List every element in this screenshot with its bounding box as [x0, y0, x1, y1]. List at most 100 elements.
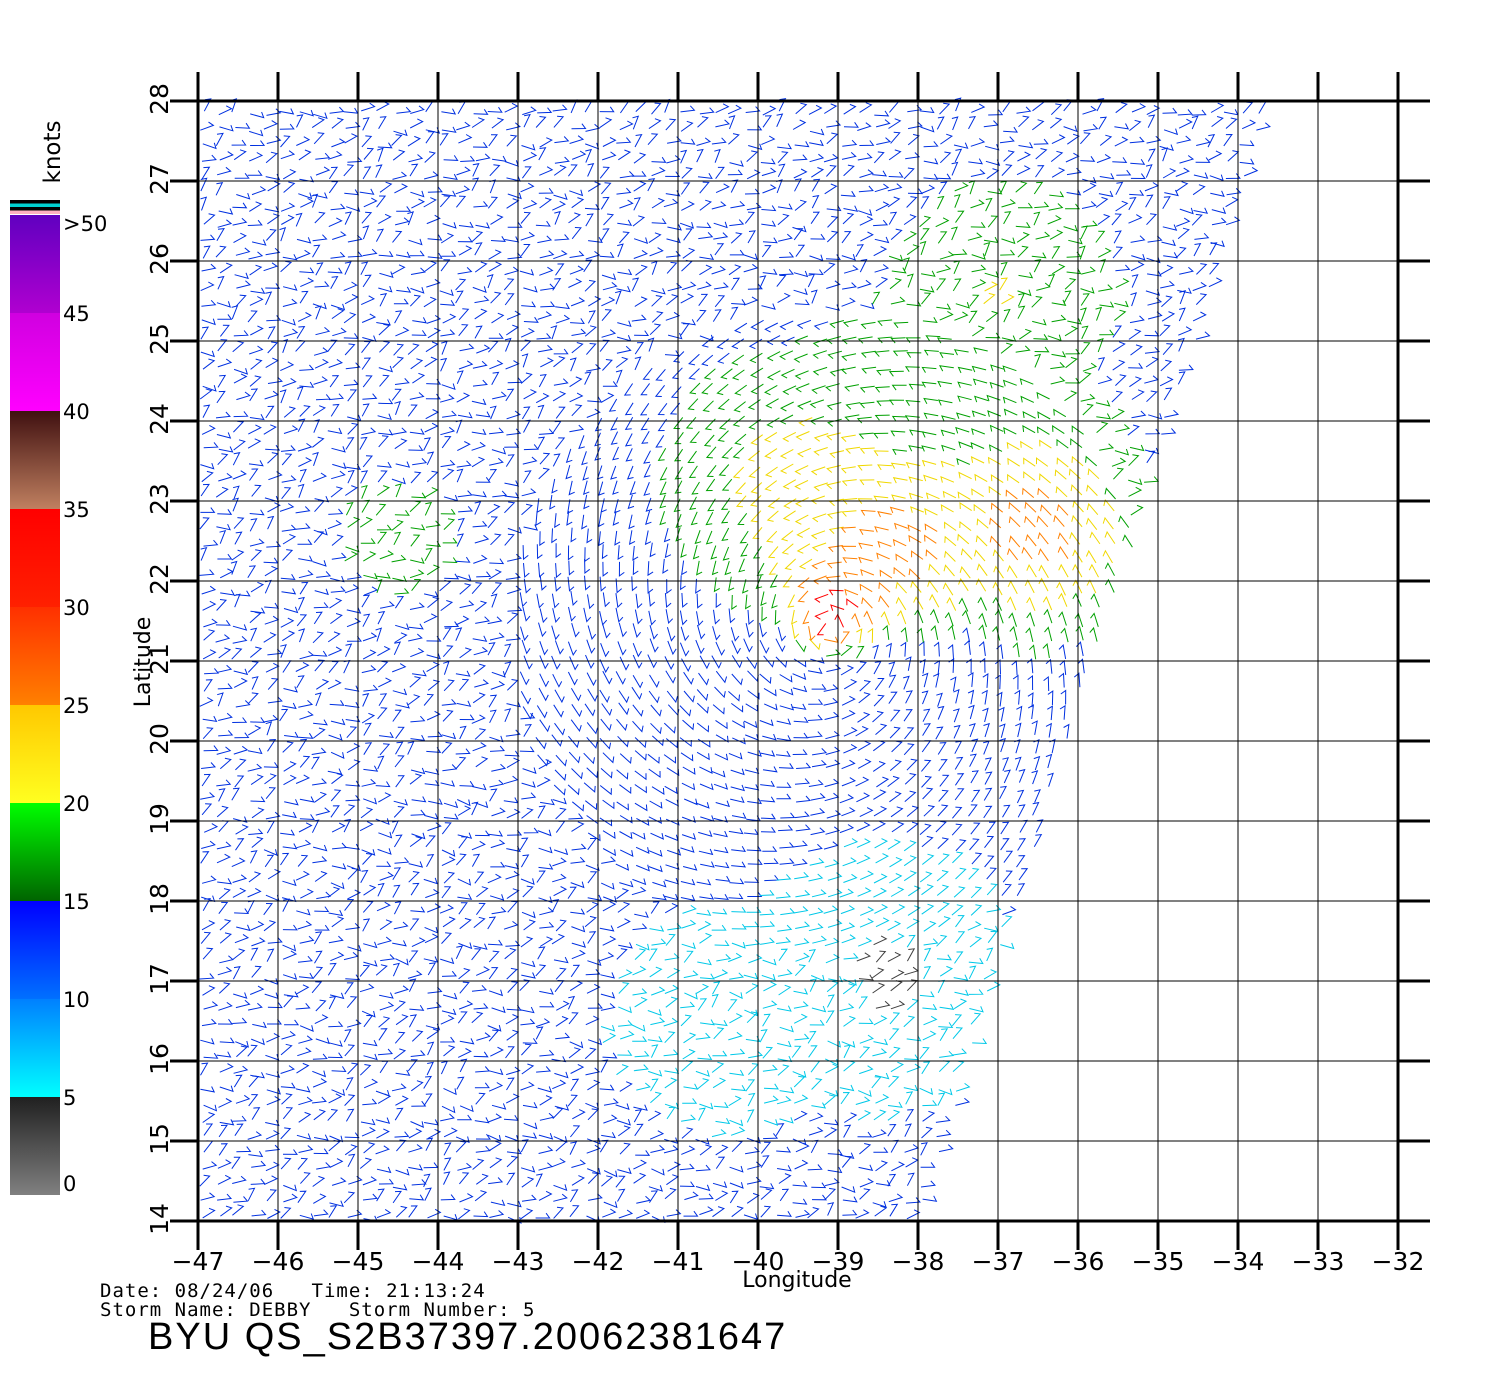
wind-barb: [674, 466, 683, 480]
wind-barb: [330, 789, 342, 802]
wind-barb: [231, 1156, 241, 1169]
wind-barb: [667, 923, 683, 931]
wind-barb: [747, 399, 761, 410]
wind-barb: [858, 185, 874, 193]
wind-barb: [568, 560, 575, 576]
wind-barb: [792, 154, 808, 161]
wind-barb: [665, 996, 678, 1008]
wind-barb: [250, 140, 266, 146]
wind-barb: [860, 350, 876, 358]
wind-barb: [761, 135, 776, 145]
wind-barb: [555, 820, 566, 833]
wind-barb: [760, 158, 776, 165]
wind-barb: [969, 936, 983, 948]
wind-barb: [408, 445, 424, 451]
wind-barb: [1015, 722, 1022, 738]
wind-barb: [720, 497, 731, 510]
wind-barb: [626, 465, 634, 480]
wind-barb: [1014, 689, 1021, 705]
wind-barb: [1019, 328, 1032, 340]
wind-barb: [795, 497, 809, 508]
wind-barb: [713, 282, 729, 290]
wind-barb: [651, 166, 666, 177]
wind-barb: [932, 672, 940, 688]
wind-barb: [594, 432, 601, 447]
wind-barb: [203, 823, 219, 833]
wind-barb: [955, 839, 967, 852]
wind-barb: [472, 142, 488, 148]
wind-barb: [1146, 450, 1156, 464]
wind-barb: [473, 1003, 489, 1010]
wind-barb: [297, 854, 309, 867]
wind-barb: [792, 1138, 807, 1146]
wind-barb: [807, 714, 823, 721]
wind-barb: [855, 726, 869, 737]
wind-barb: [520, 372, 533, 384]
wind-barb: [666, 1106, 676, 1120]
wind-barb: [585, 1015, 600, 1026]
wind-barb: [217, 1159, 232, 1169]
wind-barb: [566, 511, 573, 526]
wind-barb: [363, 551, 377, 562]
wind-barb: [681, 200, 695, 211]
wind-barb: [602, 359, 613, 371]
wind-barb: [794, 1033, 810, 1041]
wind-barb: [827, 418, 842, 427]
wind-barb: [218, 901, 229, 915]
wind-barb: [393, 641, 402, 656]
wind-barb: [782, 510, 796, 522]
wind-barb: [296, 386, 304, 401]
wind-barb: [958, 577, 969, 592]
wind-barb: [779, 463, 794, 474]
wind-barb: [1056, 457, 1069, 468]
wind-barb: [1007, 580, 1018, 595]
wind-barb: [522, 706, 534, 720]
wind-barb: [423, 197, 437, 208]
wind-barb: [315, 394, 331, 401]
wind-barb: [442, 764, 458, 772]
wind-barb: [247, 747, 263, 755]
wind-barb: [600, 196, 610, 210]
wind-barb: [824, 859, 840, 868]
wind-barb: [629, 481, 637, 496]
wind-barb: [232, 1017, 248, 1024]
wind-barb: [996, 691, 1003, 707]
wind-barb: [760, 921, 776, 928]
wind-barb: [829, 368, 845, 377]
wind-barb: [631, 576, 638, 592]
wind-barb: [571, 1175, 585, 1186]
wind-barb: [363, 1053, 378, 1061]
wind-barb: [328, 1093, 343, 1104]
wind-barb: [202, 947, 214, 960]
wind-barb: [776, 793, 792, 800]
wind-barb: [203, 745, 219, 752]
wind-barb: [681, 259, 693, 272]
wind-barb: [1038, 564, 1049, 578]
wind-barb: [553, 1136, 568, 1143]
wind-barb: [586, 722, 598, 735]
wind-barb: [459, 1172, 470, 1185]
wind-barb: [855, 244, 864, 257]
wind-barb: [891, 821, 905, 833]
wind-barb: [251, 937, 266, 947]
wind-barb: [1080, 307, 1087, 322]
wind-barb: [985, 144, 1000, 151]
wind-barb: [647, 561, 654, 577]
wind-barb: [571, 949, 586, 960]
wind-barb: [331, 138, 346, 148]
wind-barb: [731, 923, 747, 930]
wind-barb: [411, 198, 426, 209]
wind-barb: [859, 1178, 874, 1188]
wind-barb: [810, 233, 826, 240]
wind-barb: [217, 509, 233, 515]
wind-barb: [395, 726, 405, 739]
wind-barb: [851, 612, 861, 628]
wind-barb: [703, 434, 715, 447]
wind-barb: [1003, 308, 1011, 323]
wind-barb: [409, 163, 419, 177]
wind-barb: [1001, 199, 1016, 208]
wind-barb: [921, 270, 936, 277]
wind-barb: [955, 931, 966, 944]
wind-barb: [233, 420, 245, 433]
wind-barb: [856, 792, 871, 803]
